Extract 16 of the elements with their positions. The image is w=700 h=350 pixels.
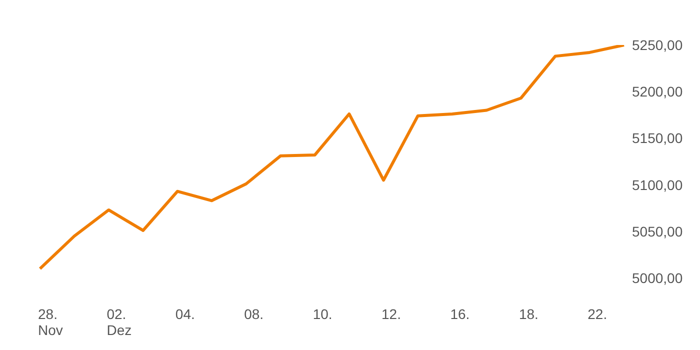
x-tick-label: 12. bbox=[382, 306, 401, 322]
x-tick-label: 10. bbox=[312, 306, 332, 322]
y-tick-label: 5150,00 bbox=[632, 130, 683, 146]
x-tick-label: 08. bbox=[244, 306, 264, 322]
y-tick-label: 5200,00 bbox=[632, 84, 683, 100]
x-tick-label: 22. bbox=[588, 306, 608, 322]
line-series bbox=[38, 45, 626, 270]
x-tick-label: 28. Nov bbox=[38, 306, 63, 338]
y-tick-label: 5050,00 bbox=[632, 223, 683, 240]
x-tick-label: 18. bbox=[518, 306, 538, 322]
y-tick-label: 5000,00 bbox=[632, 270, 683, 286]
x-tick-label: 16. bbox=[450, 306, 470, 322]
x-tick-label: 02. Dez bbox=[106, 306, 132, 338]
x-tick-label: 04. bbox=[175, 306, 195, 322]
y-tick-label: 5100,00 bbox=[632, 176, 683, 193]
y-tick-label: 5250,00 bbox=[632, 36, 683, 53]
